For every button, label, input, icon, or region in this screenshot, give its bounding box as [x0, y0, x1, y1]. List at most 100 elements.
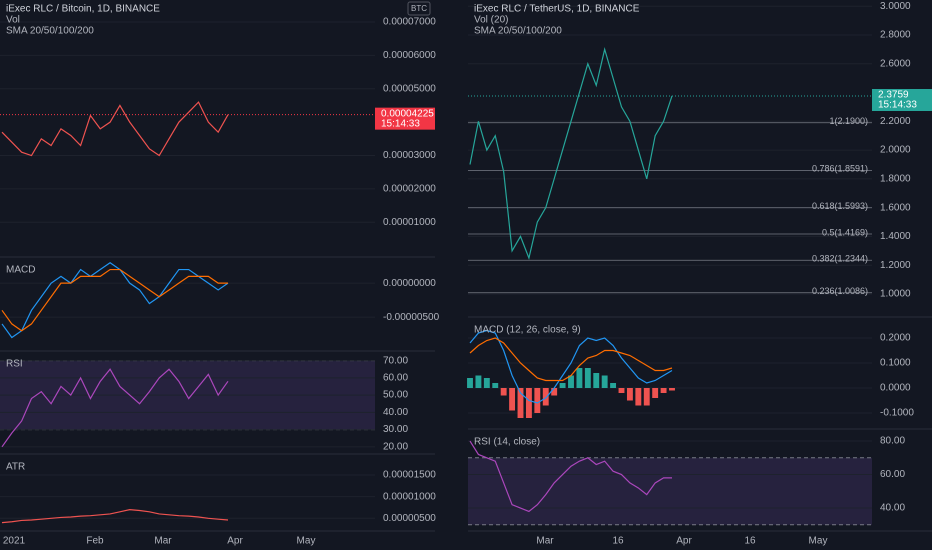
pane-label: RSI	[6, 359, 23, 370]
pane-label: ATR	[6, 462, 25, 473]
y-tick-label: 0.00000500	[383, 513, 436, 524]
y-tick-label: 40.00	[880, 503, 905, 514]
fib-label: 0.5(1.4169)	[822, 227, 868, 237]
y-tick-label: 60.00	[383, 373, 408, 384]
macd-histogram-bar	[551, 388, 558, 396]
x-tick-label: Apr	[227, 536, 243, 547]
y-tick-label: 0.0000	[880, 383, 911, 394]
chart-header: Vol (20)	[474, 15, 508, 26]
y-tick-label: 0.00003000	[383, 150, 436, 161]
y-tick-label: 30.00	[383, 424, 408, 435]
macd-histogram-bar	[559, 383, 566, 388]
y-tick-label: 0.00007000	[383, 17, 436, 28]
macd-histogram-bar	[610, 383, 617, 388]
macd-histogram-bar	[643, 388, 650, 406]
series-line	[469, 329, 673, 404]
y-tick-label: 0.1000	[880, 358, 911, 369]
series-line	[1, 262, 229, 339]
macd-histogram-bar	[568, 375, 574, 388]
series-line	[469, 47, 673, 261]
chart-header: iExec RLC / Bitcoin, 1D, BINANCE	[6, 4, 160, 15]
y-tick-label: 1.2000	[880, 260, 911, 271]
y-tick-label: 1.4000	[880, 231, 911, 242]
x-tick-label: Feb	[86, 536, 104, 547]
macd-histogram-bar	[601, 375, 608, 388]
y-tick-label: 40.00	[383, 407, 408, 418]
chart-header: Vol	[6, 15, 20, 26]
macd-histogram-bar	[652, 388, 659, 398]
series-line	[1, 268, 228, 332]
price-tag-countdown: 15:14:33	[381, 118, 420, 129]
macd-histogram-bar	[593, 373, 600, 388]
x-tick-label: Apr	[676, 536, 692, 547]
price-tag	[872, 88, 932, 111]
chart-area	[0, 0, 375, 530]
chart-header: SMA 20/50/100/200	[6, 26, 94, 37]
y-tick-label: 0.00006000	[383, 50, 436, 61]
series-line	[469, 337, 673, 382]
y-tick-label: 2.2000	[880, 116, 911, 127]
series-line	[469, 440, 672, 513]
macd-histogram-bar	[475, 375, 482, 388]
x-tick-label: May	[297, 536, 316, 547]
fib-label: 1(2.1900)	[829, 116, 868, 126]
macd-histogram-bar	[467, 378, 473, 388]
y-tick-label: 0.00001000	[383, 217, 436, 228]
macd-histogram-bar	[492, 383, 499, 388]
macd-histogram-bar	[576, 368, 583, 388]
price-tag-value: 0.00004225	[381, 108, 434, 119]
y-tick-label: -0.1000	[880, 408, 914, 419]
price-tag-value: 2.3759	[878, 90, 909, 101]
y-tick-label: 80.00	[880, 436, 905, 447]
x-tick-label: Mar	[536, 536, 554, 547]
macd-histogram-bar	[635, 388, 642, 406]
y-tick-label: 0.00001500	[383, 470, 436, 481]
macd-histogram-bar	[525, 388, 532, 418]
x-tick-label: 16	[744, 536, 756, 547]
macd-histogram-bar	[509, 388, 516, 411]
x-tick-label: 16	[612, 536, 624, 547]
y-tick-label: 50.00	[383, 390, 408, 401]
rsi-band	[468, 457, 872, 525]
macd-histogram-bar	[626, 388, 633, 401]
macd-histogram-bar	[500, 388, 507, 396]
macd-histogram-bar	[517, 388, 524, 418]
currency-box	[407, 1, 431, 16]
y-tick-label: 70.00	[383, 355, 408, 366]
y-tick-label: 0.2000	[880, 333, 911, 344]
price-tag	[375, 107, 435, 130]
y-tick-label: 2.6000	[880, 58, 911, 69]
y-tick-label: 2.0000	[880, 145, 911, 156]
macd-histogram-bar	[483, 378, 490, 388]
fib-label: 0.382(1.2344)	[812, 254, 868, 264]
macd-histogram-bar	[660, 388, 667, 393]
series-line	[1, 101, 229, 157]
macd-histogram-bar	[584, 368, 591, 388]
y-tick-label: 1.0000	[880, 289, 911, 300]
y-tick-label: -0.00000500	[383, 312, 440, 323]
fib-label: 0.618(1.5993)	[812, 201, 868, 211]
x-tick-label: Mar	[154, 536, 172, 547]
chart-header: iExec RLC / TetherUS, 1D, BINANCE	[474, 4, 640, 15]
chart-header: SMA 20/50/100/200	[474, 26, 562, 37]
y-tick-label: 60.00	[880, 469, 905, 480]
y-tick-label: 20.00	[383, 441, 408, 452]
y-tick-label: 2.8000	[880, 30, 911, 41]
y-tick-label: 0.00000000	[383, 278, 436, 289]
y-tick-label: 0.00001000	[383, 491, 436, 502]
fib-label: 0.786(1.8591)	[812, 164, 868, 174]
pane-label: MACD	[6, 265, 35, 276]
y-tick-label: 0.00002000	[383, 184, 436, 195]
macd-histogram-bar	[534, 388, 541, 413]
x-tick-label: 2021	[3, 536, 26, 547]
macd-histogram-bar	[618, 388, 625, 393]
pane-label: MACD (12, 26, close, 9)	[474, 325, 581, 336]
pane-label: RSI (14, close)	[474, 437, 540, 448]
series-line	[1, 368, 229, 448]
y-tick-label: 1.6000	[880, 202, 911, 213]
fib-label: 0.236(1.0086)	[812, 286, 868, 296]
currency-label: BTC	[411, 4, 427, 13]
x-tick-label: May	[809, 536, 828, 547]
series-line	[1, 509, 229, 524]
